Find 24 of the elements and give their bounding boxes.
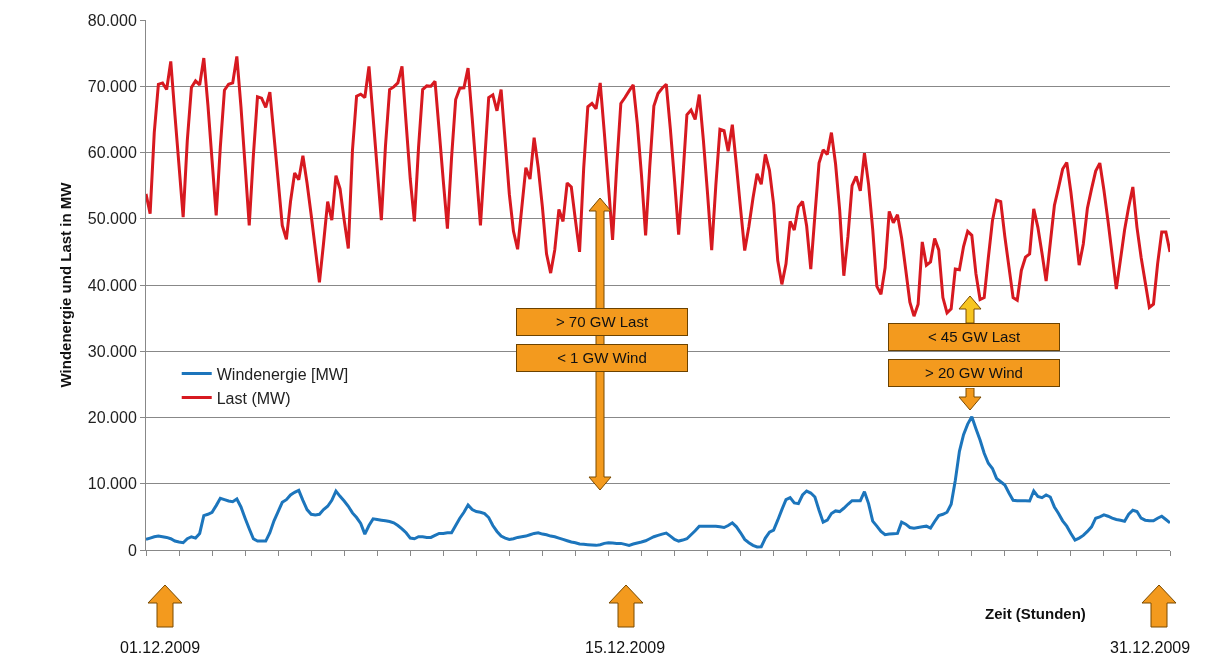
y-tick-label: 50.000 xyxy=(87,210,137,228)
annotation: > 20 GW Wind xyxy=(925,364,1023,381)
y-tick-label: 80.000 xyxy=(87,11,137,29)
legend-label: Last (MW) xyxy=(216,389,291,407)
x-axis-title: Zeit (Stunden) xyxy=(985,605,1086,622)
text: 31.12.2009 xyxy=(1110,639,1191,656)
annotation: < 1 GW Wind xyxy=(557,349,647,366)
y-tick-label: 10.000 xyxy=(87,475,137,493)
y-tick-label: 40.000 xyxy=(87,276,137,294)
text: 01.12.2009 xyxy=(120,639,201,656)
y-tick-label: 20.000 xyxy=(87,409,137,427)
y-tick-label: 60.000 xyxy=(87,144,137,162)
annotation: < 45 GW Last xyxy=(927,328,1021,345)
y-axis-title: Windenergie und Last in MW xyxy=(57,181,75,388)
callout-box: > 70 GW Last xyxy=(516,308,688,336)
y-tick-label: 30.000 xyxy=(87,342,137,360)
text: 15.12.2009 xyxy=(585,639,666,656)
callout-box: > 20 GW Wind xyxy=(888,359,1060,387)
callout-box: < 45 GW Last xyxy=(888,323,1060,351)
annotation: > 70 GW Last xyxy=(555,313,649,330)
legend-label: Windenergie [MW] xyxy=(216,365,349,383)
callout-box: < 1 GW Wind xyxy=(516,344,688,372)
y-tick-label: 70.000 xyxy=(87,77,137,95)
y-tick-label: 0 xyxy=(127,541,137,559)
